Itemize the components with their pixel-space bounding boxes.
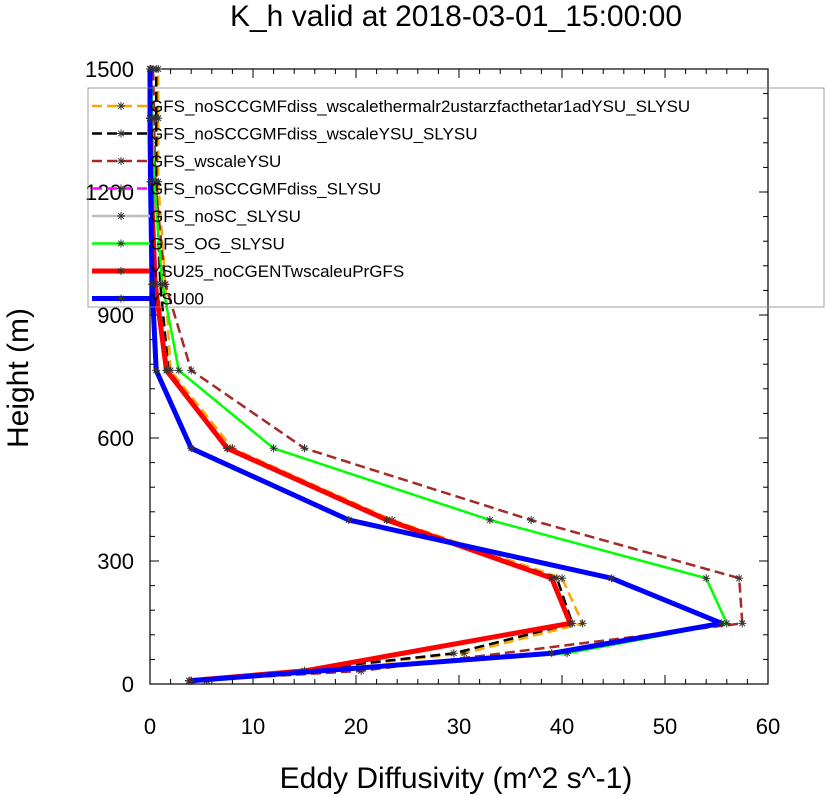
legend-label: YSU25_noCGENTwscaleuPrGFS (150, 262, 404, 281)
legend-item: YSU25_noCGENTwscaleuPrGFS (92, 262, 404, 281)
data-point-marker (146, 114, 154, 123)
data-point-marker (558, 574, 566, 583)
data-point-marker (449, 649, 458, 658)
legend-item: GFS_wscaleYSU (92, 152, 281, 171)
y-tick-label: 300 (97, 549, 134, 574)
data-point-marker (146, 177, 155, 186)
data-point-marker (344, 516, 353, 524)
legend: GFS_noSCCGMFdiss_wscalethermalr2ustarzfa… (87, 87, 825, 309)
legend-label: YSU00 (150, 290, 204, 309)
data-point-marker (607, 574, 616, 583)
data-point-marker (563, 649, 572, 658)
data-point-marker (269, 444, 278, 453)
data-point-marker (223, 444, 232, 453)
x-axis-label: Eddy Diffusivity (m^2 s^-1) (280, 762, 633, 795)
data-point-marker (158, 280, 167, 289)
legend-marker (117, 294, 125, 303)
y-tick-label: 1500 (85, 57, 134, 82)
legend-label: GFS_noSCCGMFdiss_SLYSU (150, 180, 381, 199)
data-point-marker (152, 366, 161, 375)
data-point-marker (552, 574, 561, 583)
legend-marker (117, 267, 125, 275)
data-point-marker (148, 280, 157, 289)
legend-item: GFS_OG_SLYSU (92, 235, 285, 254)
data-point-marker (174, 366, 183, 375)
x-tick-label: 50 (653, 714, 677, 739)
data-point-marker (187, 676, 196, 685)
legend-item: GFS_noSCCGMFdiss_wscaleYSU_SLYSU (92, 125, 478, 144)
legend-item: YSU00 (92, 290, 204, 309)
legend-item: GFS_noSCCGMFdiss_SLYSU (92, 180, 381, 199)
legend-label: GFS_noSCCGMFdiss_wscalethermalr2ustarzfa… (150, 97, 690, 116)
y-tick-label: 1200 (85, 180, 134, 205)
data-point-marker (162, 366, 171, 375)
data-point-marker (187, 366, 196, 375)
data-point-marker (485, 516, 494, 524)
data-point-marker (357, 666, 366, 675)
legend-marker (117, 184, 125, 193)
x-tick-label: 30 (447, 714, 471, 739)
y-axis-label: Height (m) (2, 308, 35, 448)
data-point-marker (547, 574, 556, 583)
data-point-marker (527, 516, 536, 524)
x-tick-label: 0 (144, 714, 156, 739)
legend-marker (117, 129, 125, 138)
series-8 (146, 65, 726, 685)
y-tick-label: 0 (122, 672, 134, 697)
data-point-marker (146, 65, 154, 73)
data-point-marker (722, 619, 731, 628)
data-point-marker (735, 574, 744, 583)
data-point-marker (717, 619, 726, 628)
series-layer (146, 65, 747, 685)
legend-item: GFS_noSC_SLYSU (92, 207, 301, 226)
chart-title: K_h valid at 2018-03-01_15:00:00 (230, 0, 682, 33)
data-point-marker (187, 444, 196, 453)
data-point-marker (300, 444, 309, 453)
legend-label: GFS_OG_SLYSU (150, 235, 285, 254)
legend-item: GFS_noSCCGMFdiss_wscalethermalr2ustarzfa… (92, 97, 690, 116)
x-tick-label: 20 (344, 714, 368, 739)
x-tick-label: 60 (756, 714, 780, 739)
legend-label: GFS_noSCCGMFdiss_wscaleYSU_SLYSU (150, 125, 478, 144)
data-point-marker (382, 516, 391, 524)
legend-label: GFS_wscaleYSU (150, 152, 281, 171)
data-point-marker (578, 619, 587, 628)
data-point-marker (460, 649, 469, 658)
data-point-marker (738, 619, 747, 628)
legend-marker (117, 239, 125, 248)
legend-marker (117, 102, 125, 110)
legend-box (87, 87, 825, 308)
legend-marker (117, 157, 125, 165)
x-tick-label: 10 (241, 714, 265, 739)
data-point-marker (547, 649, 556, 658)
data-point-marker (566, 619, 575, 628)
y-tick-label: 600 (97, 426, 134, 451)
legend-marker (117, 212, 125, 220)
x-tick-label: 40 (550, 714, 574, 739)
legend-label: GFS_noSC_SLYSU (150, 207, 301, 226)
data-point-marker (702, 574, 711, 583)
